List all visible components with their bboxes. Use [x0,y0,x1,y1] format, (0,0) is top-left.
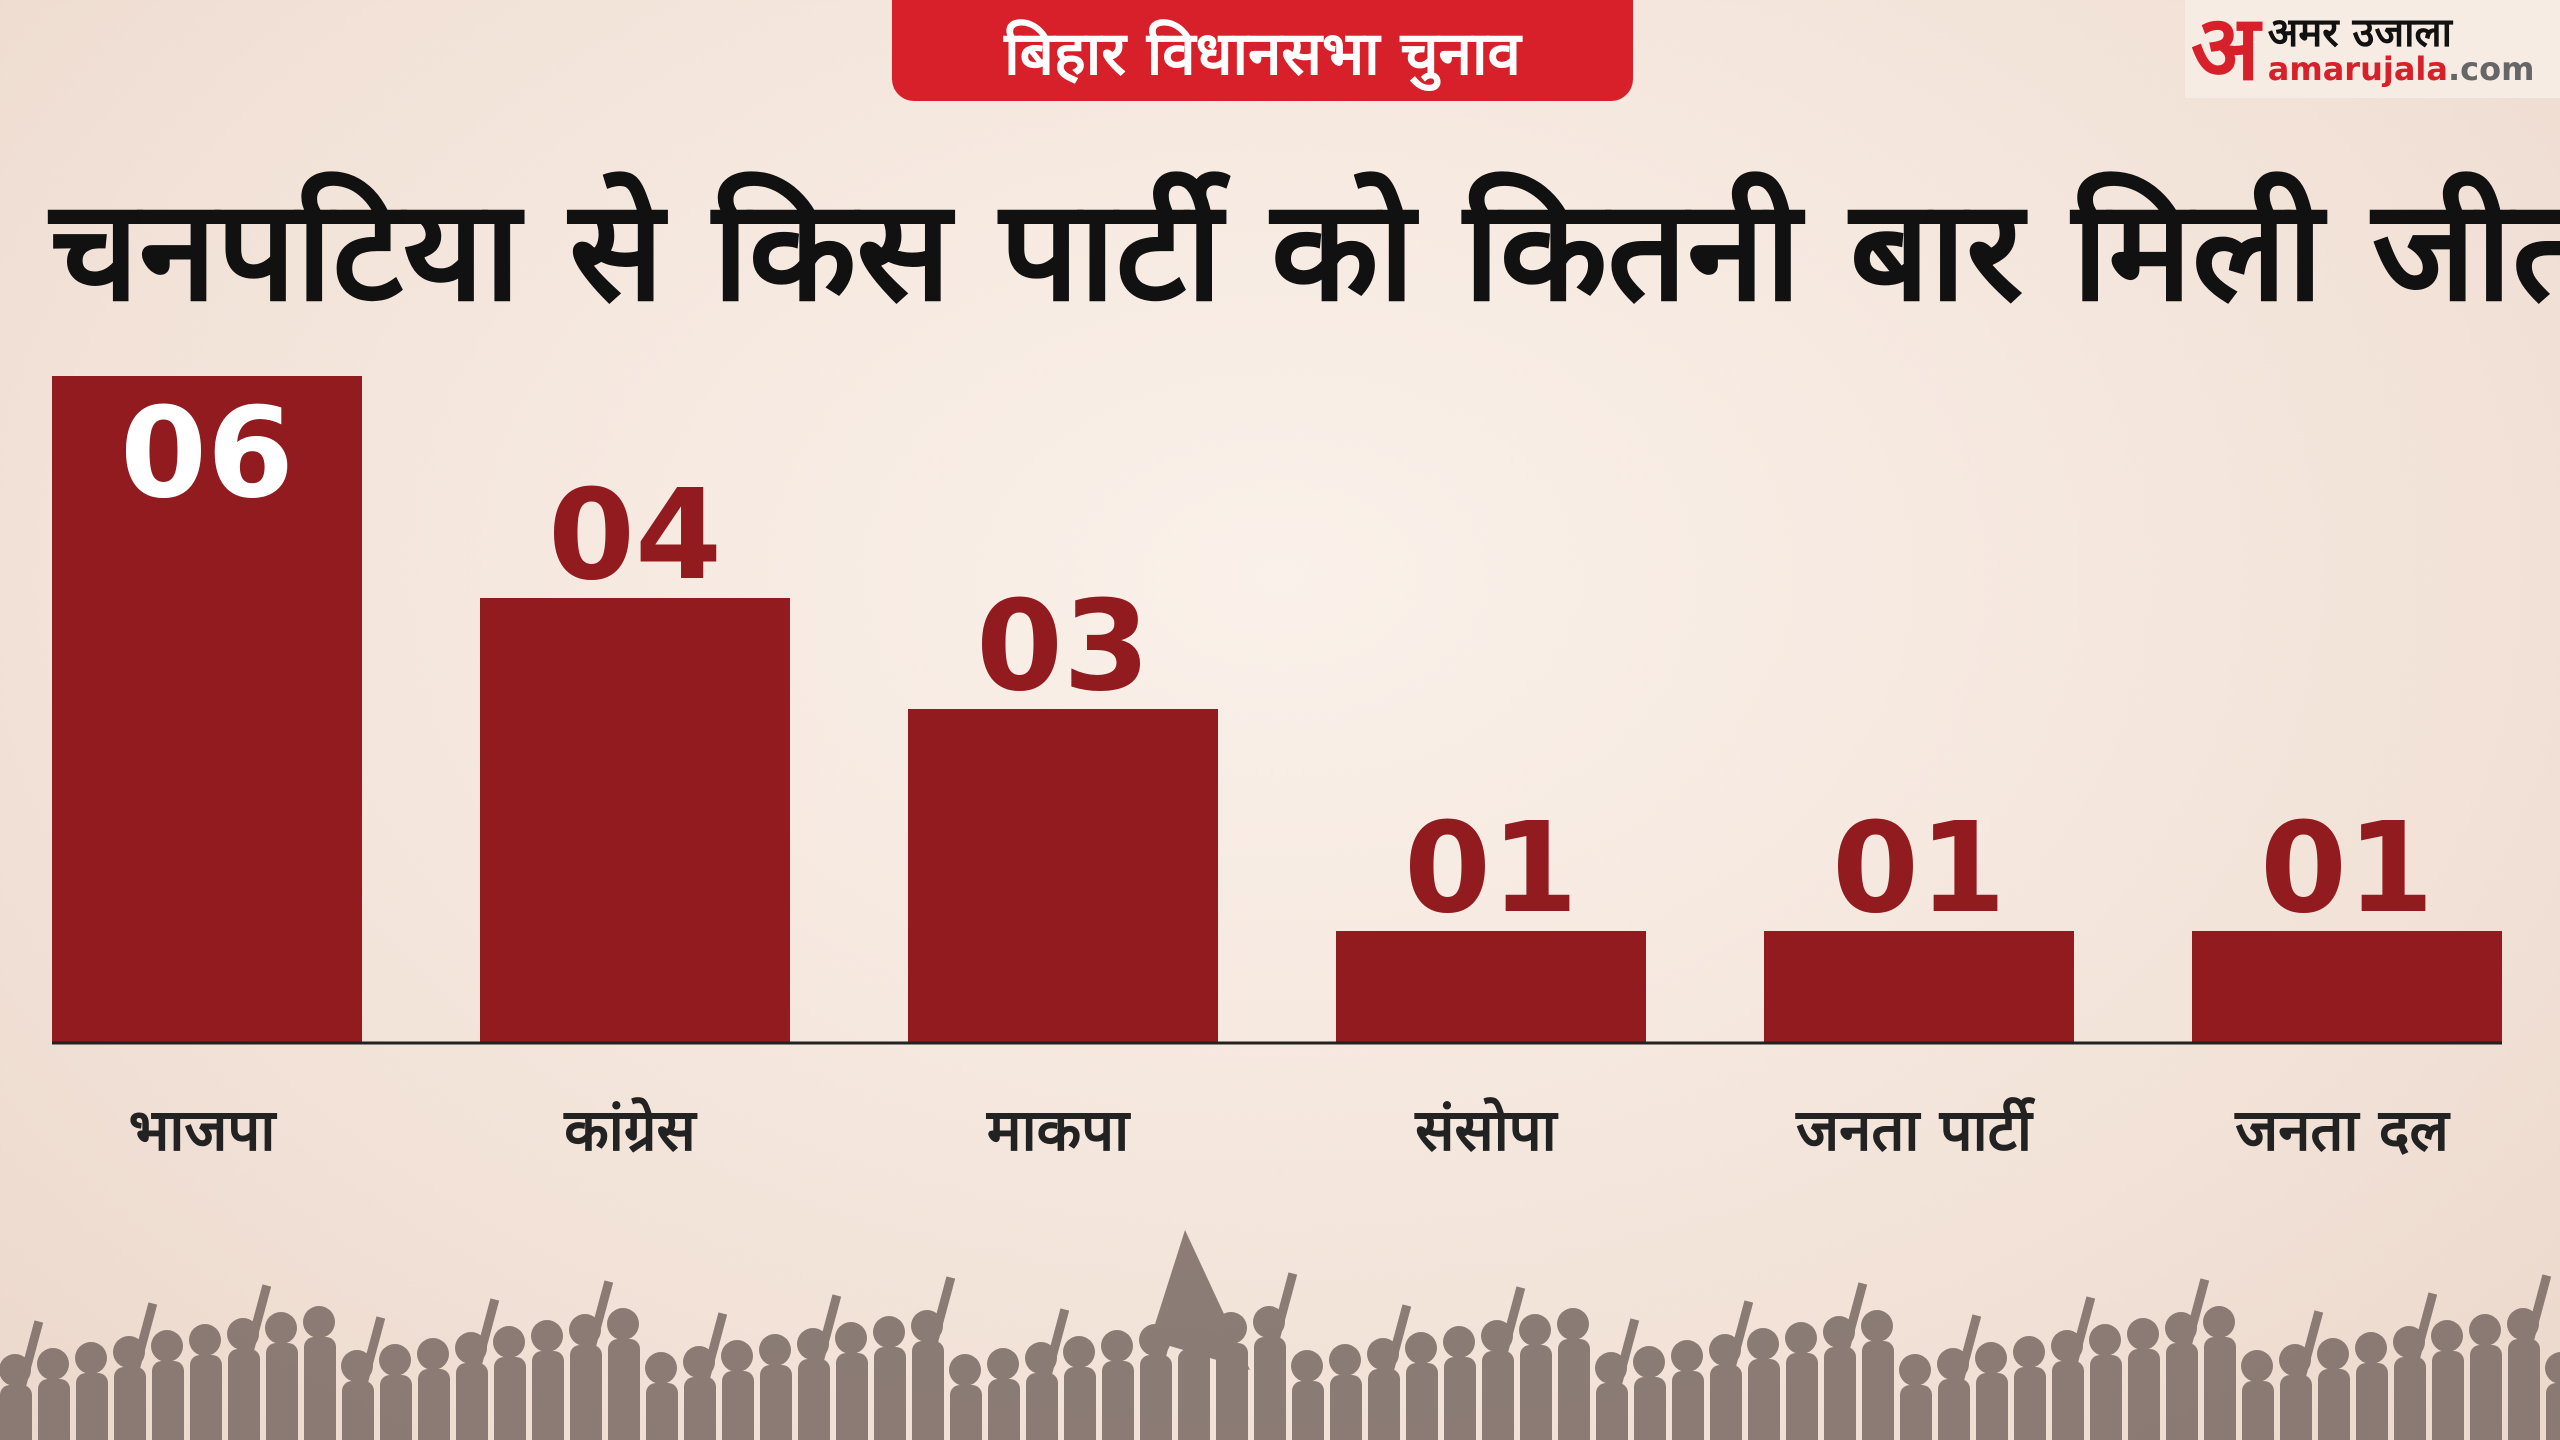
bar-5 [2192,931,2502,1042]
value-label-1: 04 [548,463,722,608]
value-label-4: 01 [1832,796,2006,941]
value-label-3: 01 [1404,796,1578,941]
logo-mark: अ [2191,0,2260,101]
logo-domain: amarujala.com [2267,50,2535,88]
value-label-5: 01 [2260,796,2434,941]
amarujala-logo: अ अमर उजाला amarujala.com [2185,0,2560,98]
header-tag: बिहार विधानसभा चुनाव [892,0,1633,101]
bar-3 [1336,931,1646,1042]
bar-4 [1764,931,2074,1042]
crowd-silhouette [0,1230,2560,1440]
category-label-0: भाजपा [129,1096,278,1164]
category-label-2: माकपा [986,1096,1131,1164]
bar-1 [480,598,790,1042]
bar-0 [52,376,362,1042]
value-label-0: 06 [120,381,294,526]
bar-2 [908,709,1218,1042]
category-label-3: संसोपा [1414,1096,1558,1164]
category-label-5: जनता दल [2234,1096,2451,1164]
logo-hindi: अमर उजाला [2267,10,2452,56]
value-label-2: 03 [976,574,1150,719]
category-label-1: कांग्रेस [563,1096,697,1164]
chart-title: चनपटिया से किस पार्टी को कितनी बार मिली … [50,170,2560,333]
category-label-4: जनता पार्टी [1795,1096,2036,1164]
